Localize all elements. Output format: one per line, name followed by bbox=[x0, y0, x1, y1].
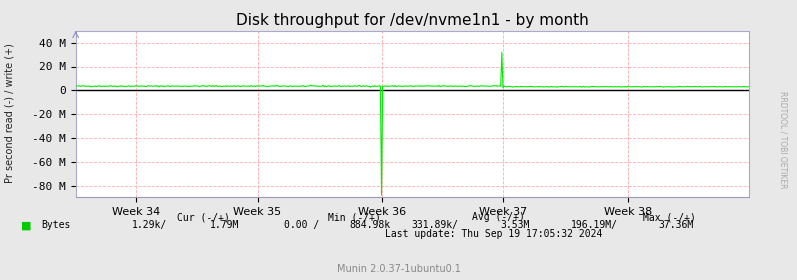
Text: 0.00 /: 0.00 / bbox=[284, 220, 319, 230]
Text: Pr second read (-) / write (+): Pr second read (-) / write (+) bbox=[5, 43, 14, 183]
Text: Max (-/+): Max (-/+) bbox=[643, 212, 696, 222]
Text: Min (-/+): Min (-/+) bbox=[328, 212, 381, 222]
Text: Avg (-/+): Avg (-/+) bbox=[472, 212, 524, 222]
Text: 1.79M: 1.79M bbox=[210, 220, 239, 230]
Text: Bytes: Bytes bbox=[41, 220, 71, 230]
Text: ■: ■ bbox=[21, 220, 32, 230]
Text: 37.36M: 37.36M bbox=[658, 220, 693, 230]
Text: 884.98k: 884.98k bbox=[349, 220, 391, 230]
Text: Last update: Thu Sep 19 17:05:32 2024: Last update: Thu Sep 19 17:05:32 2024 bbox=[386, 229, 603, 239]
Text: 3.53M: 3.53M bbox=[501, 220, 530, 230]
Text: 196.19M/: 196.19M/ bbox=[571, 220, 618, 230]
Text: 331.89k/: 331.89k/ bbox=[411, 220, 458, 230]
Text: 1.29k/: 1.29k/ bbox=[132, 220, 167, 230]
Text: Munin 2.0.37-1ubuntu0.1: Munin 2.0.37-1ubuntu0.1 bbox=[336, 264, 461, 274]
Title: Disk throughput for /dev/nvme1n1 - by month: Disk throughput for /dev/nvme1n1 - by mo… bbox=[236, 13, 589, 28]
Text: Cur (-/+): Cur (-/+) bbox=[177, 212, 230, 222]
Text: RRDTOOL / TOBI OETIKER: RRDTOOL / TOBI OETIKER bbox=[778, 91, 787, 189]
